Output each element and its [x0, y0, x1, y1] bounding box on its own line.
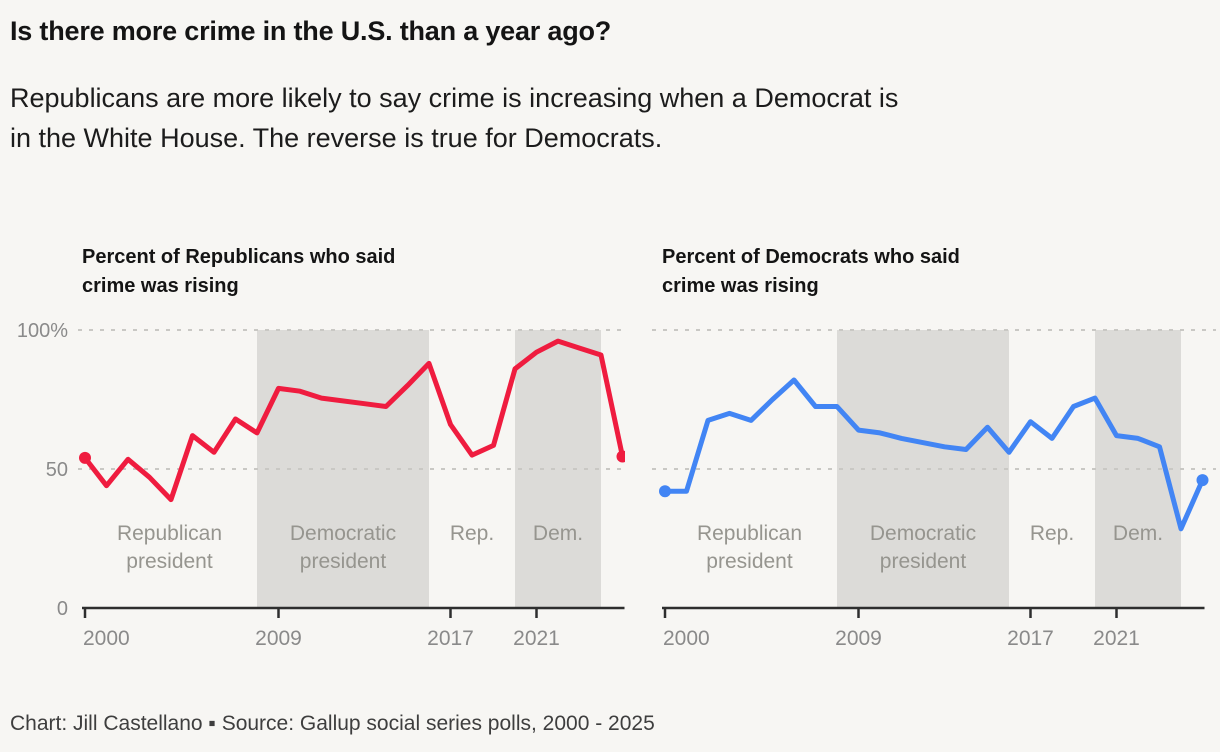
endpoint-dot	[79, 451, 91, 464]
band-label: Democratic president	[290, 522, 396, 573]
y-tick-label: 100%	[17, 320, 68, 342]
data-line	[662, 377, 1205, 532]
page-subtitle: Republicans are more likely to say crime…	[10, 83, 899, 153]
band-label: Rep.	[450, 522, 494, 545]
band-label: Rep.	[1030, 522, 1074, 545]
republicans-line-chart: Republican president Democratic president Re…	[0, 315, 629, 657]
republicans-chart-title: Percent of Republicans who said crime wa…	[82, 246, 396, 297]
page-title: Is there more crime in the U.S. than a y…	[10, 16, 612, 46]
x-tick-label: 2021	[1093, 627, 1140, 650]
band-label: Democratic president	[870, 522, 976, 573]
president-band	[515, 330, 601, 608]
band-label: Republican president	[697, 522, 802, 573]
y-tick-label: 0	[57, 598, 68, 620]
x-tick-label: 2017	[427, 627, 474, 650]
x-tick-label: 2000	[83, 627, 130, 650]
democrats-line-chart: Republican president Democratic president Re…	[640, 315, 1220, 657]
x-tick-label: 2009	[835, 627, 882, 650]
endpoint-dot	[659, 485, 671, 498]
democrats-chart-title: Percent of Democrats who said crime was …	[662, 246, 960, 297]
y-tick-label: 50	[46, 459, 68, 481]
chart-credit: Chart: Jill Castellano ▪ Source: Gallup …	[10, 712, 655, 735]
x-tick-label: 2009	[255, 627, 302, 650]
band-label: Dem.	[1113, 522, 1163, 545]
x-tick-label: 2021	[513, 627, 560, 650]
x-tick-label: 2017	[1007, 627, 1054, 650]
x-tick-label: 2000	[663, 627, 710, 650]
president-band	[837, 330, 1009, 608]
band-label: Republican president	[117, 522, 222, 573]
band-label: Dem.	[533, 522, 583, 545]
data-line	[82, 338, 625, 503]
endpoint-dot	[1196, 474, 1209, 487]
endpoint-dot	[616, 450, 629, 463]
